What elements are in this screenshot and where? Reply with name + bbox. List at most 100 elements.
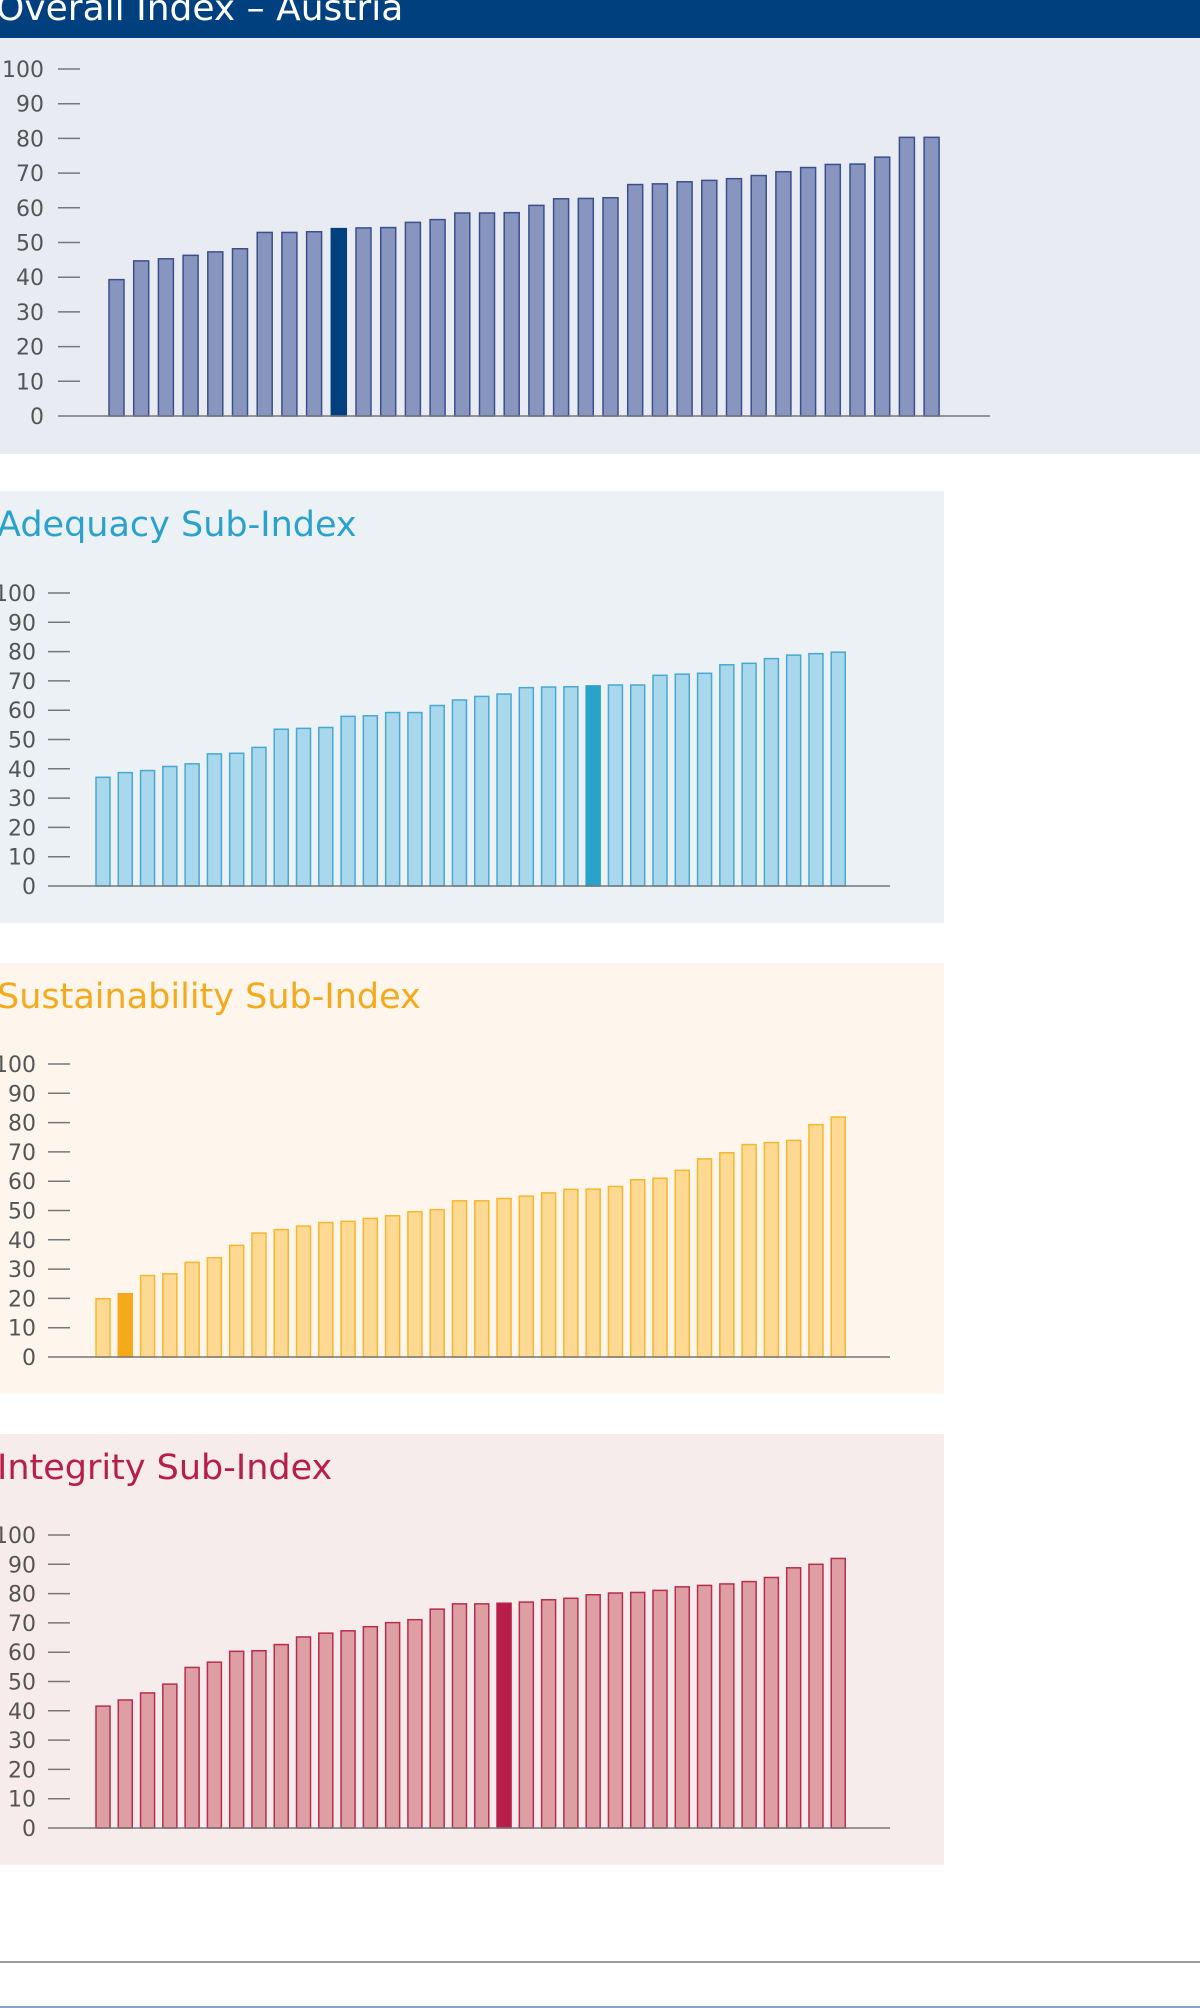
bar <box>763 1141 780 1358</box>
y-tick-label: 60 <box>8 699 36 724</box>
y-tick-label: 70 <box>8 1612 36 1637</box>
y-tick-label: 0 <box>22 875 36 900</box>
adequacy-sub-index-chart: 0 10 20 30 40 50 60 70 80 90 100 <box>0 582 890 900</box>
bar <box>305 230 323 417</box>
bar <box>251 1649 267 1829</box>
highlighted-bar <box>496 1602 512 1829</box>
bar <box>407 1210 423 1358</box>
bar <box>295 1636 312 1829</box>
bar <box>231 247 249 417</box>
bar <box>162 765 178 887</box>
bar <box>139 1692 156 1829</box>
y-tick-label: 70 <box>16 162 44 187</box>
bar <box>808 652 824 887</box>
bar <box>563 1597 579 1829</box>
bar <box>741 1143 757 1358</box>
bar <box>540 686 557 887</box>
integrity-sub-index-title: Integrity Sub-Index <box>0 1448 333 1488</box>
bar <box>626 183 644 417</box>
bar <box>384 711 401 887</box>
bar <box>741 662 757 887</box>
y-tick-label: 80 <box>8 1583 36 1608</box>
bar <box>629 1591 646 1829</box>
bar <box>763 657 780 887</box>
bar <box>318 1221 334 1358</box>
bar <box>496 1197 512 1358</box>
bar <box>251 1232 267 1358</box>
y-tick-label: 60 <box>8 1170 36 1195</box>
y-tick-label: 50 <box>8 1671 36 1696</box>
bar <box>563 1188 579 1358</box>
bar <box>207 251 224 417</box>
y-tick-label: 60 <box>8 1641 36 1666</box>
bar <box>451 1200 468 1358</box>
y-tick-label: 30 <box>8 787 36 812</box>
bar <box>577 197 595 417</box>
bar <box>898 136 916 417</box>
bar <box>741 1580 757 1829</box>
y-tick-label: 80 <box>8 641 36 666</box>
bar <box>429 218 446 417</box>
bar <box>162 1273 178 1358</box>
bar <box>518 1601 535 1829</box>
bar <box>607 1592 624 1829</box>
highlighted-bar <box>585 685 601 887</box>
y-tick-label: 50 <box>16 232 44 257</box>
bar <box>132 260 150 417</box>
y-tick-label: 40 <box>16 266 44 291</box>
bar <box>518 686 535 887</box>
bar <box>340 715 356 887</box>
bar <box>384 1215 401 1358</box>
bar <box>429 704 445 887</box>
highlighted-bar <box>330 227 348 417</box>
bar <box>474 1603 490 1829</box>
bar <box>429 1608 445 1829</box>
overall-index-chart: 0 10 20 30 40 50 60 70 80 90 100 <box>2 58 990 430</box>
bar <box>808 1563 824 1829</box>
adequacy-sub-index-panel: Adequacy Sub-Index 0 10 20 30 40 50 60 70 80 90 10… <box>0 491 944 923</box>
y-tick-label: 50 <box>8 729 36 754</box>
bar <box>528 204 545 417</box>
bar <box>95 1297 111 1358</box>
bar <box>384 1621 401 1829</box>
bar <box>157 258 175 417</box>
integrity-sub-index-chart: 0 10 20 30 40 50 60 70 80 90 100 <box>0 1524 890 1842</box>
adequacy-sub-index-title: Adequacy Sub-Index <box>0 505 357 545</box>
bar <box>719 664 735 887</box>
bar <box>295 727 312 887</box>
bar <box>696 672 713 887</box>
bar <box>696 1584 713 1829</box>
bar <box>607 684 624 887</box>
bar <box>251 746 267 887</box>
bar <box>607 1185 624 1358</box>
footer-divider-blue <box>0 2006 1200 2008</box>
bar <box>379 226 397 417</box>
y-tick-label: 30 <box>16 301 44 326</box>
y-tick-label: 100 <box>0 1053 36 1078</box>
bar <box>318 726 334 887</box>
highlighted-bar <box>117 1292 134 1358</box>
bar <box>273 728 289 887</box>
bar <box>719 1583 735 1829</box>
y-tick-label: 90 <box>8 611 36 636</box>
y-tick-label: 40 <box>8 758 36 783</box>
bar <box>552 198 570 417</box>
bar <box>117 771 134 887</box>
y-tick-label: 0 <box>22 1346 36 1371</box>
bar <box>652 1589 668 1829</box>
bar <box>95 1705 111 1829</box>
y-tick-label: 100 <box>0 582 36 607</box>
y-tick-label: 30 <box>8 1729 36 1754</box>
bar <box>696 1158 713 1358</box>
bar <box>404 221 422 417</box>
y-tick-label: 20 <box>8 1758 36 1783</box>
bar <box>830 1557 846 1829</box>
y-tick-label: 0 <box>30 405 44 430</box>
y-tick-label: 40 <box>8 1229 36 1254</box>
bar <box>923 136 940 417</box>
bar <box>540 1192 557 1358</box>
bar <box>184 763 200 887</box>
y-tick-label: 70 <box>8 670 36 695</box>
bar <box>674 1169 691 1358</box>
bar <box>719 1152 735 1358</box>
